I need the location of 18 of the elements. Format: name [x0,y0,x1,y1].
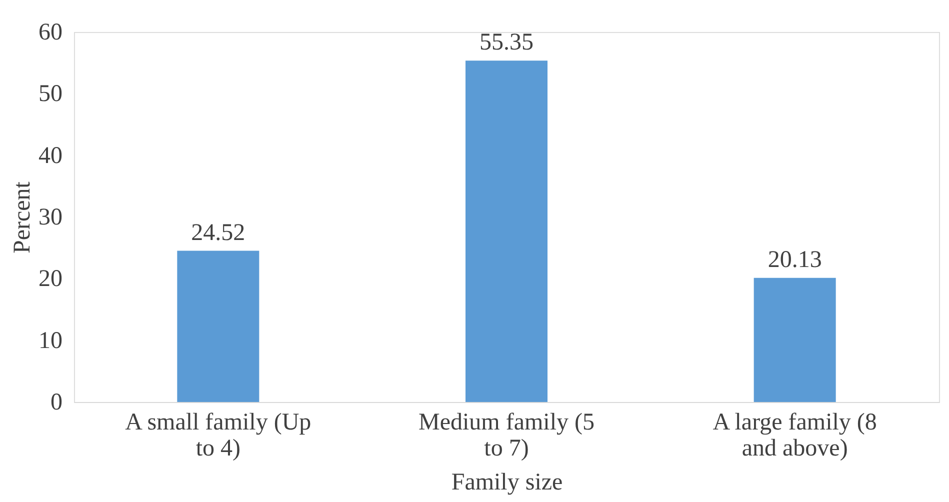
y-tick-label: 50 [38,81,62,108]
x-tick-label: Medium family (5 to 7) [418,410,594,462]
y-tick-label: 10 [38,328,62,354]
y-tick-label: 0 [50,390,62,416]
bar [177,250,260,402]
x-tick-label: A small family (Up to 4) [125,410,312,462]
x-tick-label: A large family (8 and above) [712,410,877,462]
y-tick-label: 20 [38,266,62,292]
x-axis-title: Family size [451,470,563,496]
y-tick-label: 30 [38,204,62,230]
data-label: 24.52 [191,220,246,246]
data-label: 55.35 [480,30,534,56]
bar [754,278,836,402]
y-tick-label: 60 [38,20,62,46]
bar [466,60,548,402]
y-tick-label: 40 [38,142,62,169]
data-label: 20.13 [768,246,822,273]
y-axis-title: Percent [10,181,36,254]
